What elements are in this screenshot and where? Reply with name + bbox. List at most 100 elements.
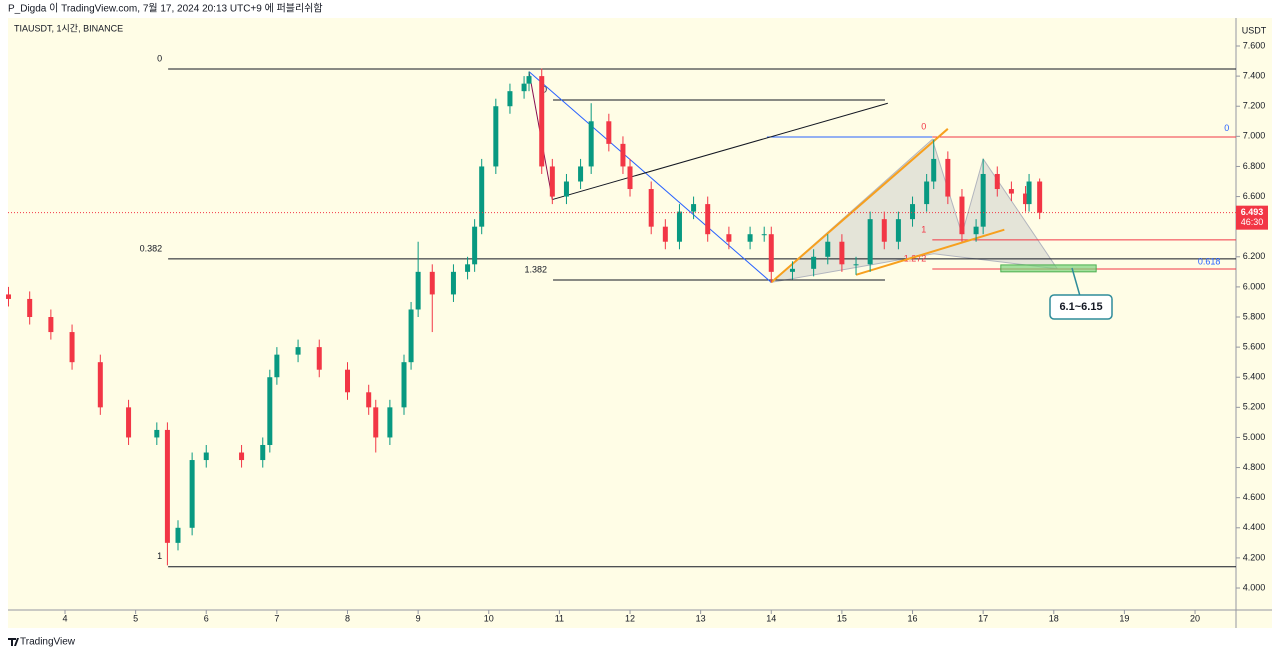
candle-body [507, 91, 513, 107]
y-tick-label: 5.200 [1243, 402, 1266, 412]
trendline [552, 102, 888, 201]
candle-body [881, 219, 887, 242]
candle-body [789, 268, 795, 272]
candle-body [705, 204, 711, 235]
candle-body [825, 241, 831, 257]
x-tick-label: 7 [274, 613, 279, 623]
last-price-label: 6.493 [1241, 207, 1264, 217]
x-tick-label: 18 [1049, 613, 1059, 623]
candle-body [373, 407, 379, 438]
symbol: TIAUSDT, 1시간, BINANCE [14, 23, 123, 33]
candle-body [126, 407, 132, 438]
candle-body [69, 332, 75, 363]
x-tick-label: 10 [484, 613, 494, 623]
candle-body [1037, 181, 1043, 213]
candle-body [910, 204, 916, 220]
y-tick-label: 7.000 [1243, 131, 1266, 141]
y-tick-label: 5.600 [1243, 341, 1266, 351]
candle-body [811, 256, 817, 269]
header: P_Digda 이 TradingView.com, 7월 17, 2024 2… [8, 3, 323, 15]
candle-body [465, 264, 471, 272]
y-tick-label: 5.000 [1243, 432, 1266, 442]
candle-body [648, 189, 654, 227]
plot-area [8, 18, 1236, 610]
candle-body [662, 226, 668, 242]
candle-body [973, 226, 979, 235]
price-axis [1236, 18, 1272, 628]
candle-body [853, 264, 859, 266]
x-tick-label: 6 [204, 613, 209, 623]
fib-label: 1 [157, 551, 162, 561]
candle-body [203, 452, 209, 461]
y-tick-label: 6.800 [1243, 161, 1266, 171]
candle-body [994, 173, 1000, 190]
candle-body [521, 83, 527, 92]
candle-body [295, 347, 301, 355]
fib-label: 1 [921, 224, 926, 234]
y-tick-label: 4.400 [1243, 522, 1266, 532]
candle-body [691, 204, 697, 212]
x-tick-label: 8 [345, 613, 350, 623]
candle-body [895, 219, 901, 242]
trendline [528, 71, 772, 283]
y-tick-label: 5.400 [1243, 372, 1266, 382]
y-tick-label: 4.200 [1243, 552, 1266, 562]
footer: TradingView [20, 637, 76, 648]
y-tick-label: 7.200 [1243, 101, 1266, 111]
fib-label: 1.382 [525, 264, 548, 274]
candle-body [189, 460, 195, 528]
candle-body [479, 166, 485, 227]
candle-body [97, 362, 103, 408]
logo [8, 638, 19, 646]
fib-label: 1.272 [904, 253, 927, 263]
candle-body [627, 166, 633, 190]
trendline [770, 128, 949, 284]
fib-label: 0 [921, 121, 926, 131]
x-tick-label: 11 [555, 613, 564, 623]
candle-body [415, 271, 421, 310]
annotation: 0 [1224, 123, 1229, 133]
candle-body [450, 271, 456, 295]
x-tick-label: 12 [625, 613, 635, 623]
x-tick-label: 4 [62, 613, 67, 623]
candle-body [867, 219, 873, 265]
candle-body [747, 234, 753, 242]
candle-body [924, 181, 930, 205]
candle-body [345, 369, 351, 393]
candle-body [366, 392, 372, 408]
candle-body [316, 347, 322, 370]
callout-leader [1071, 267, 1081, 297]
x-tick-label: 9 [416, 613, 421, 623]
candle-body [27, 298, 33, 318]
candle-body [267, 377, 273, 445]
candle-body [260, 444, 266, 461]
fib-label: 0 [157, 53, 162, 63]
candle-body [1008, 189, 1014, 194]
fib-label: 0 [542, 84, 547, 94]
candle-body [164, 429, 170, 543]
y-tick-label: 4.600 [1243, 492, 1266, 502]
currency: USDT [1242, 25, 1267, 35]
x-tick-label: 13 [696, 613, 706, 623]
candle-body [408, 309, 414, 363]
y-tick-label: 6.000 [1243, 281, 1266, 291]
fib-label: 0.382 [140, 243, 163, 253]
candle-body [1026, 181, 1032, 205]
candle-body [274, 354, 280, 378]
candle-body [726, 234, 732, 242]
candle-body [588, 121, 594, 167]
candle-body [931, 158, 937, 182]
y-tick-label: 6.200 [1243, 251, 1266, 261]
y-tick-label: 7.600 [1243, 40, 1266, 50]
candle-body [945, 158, 951, 197]
candle-body [761, 234, 767, 236]
y-tick-label: 6.600 [1243, 191, 1266, 201]
candle-body [620, 143, 626, 167]
candle-body [48, 317, 54, 333]
candle-body [493, 106, 499, 167]
candle-body [980, 173, 986, 227]
candle-body [549, 166, 555, 197]
callout: 6.1~6.15 [1059, 301, 1102, 313]
candle-body [676, 211, 682, 242]
